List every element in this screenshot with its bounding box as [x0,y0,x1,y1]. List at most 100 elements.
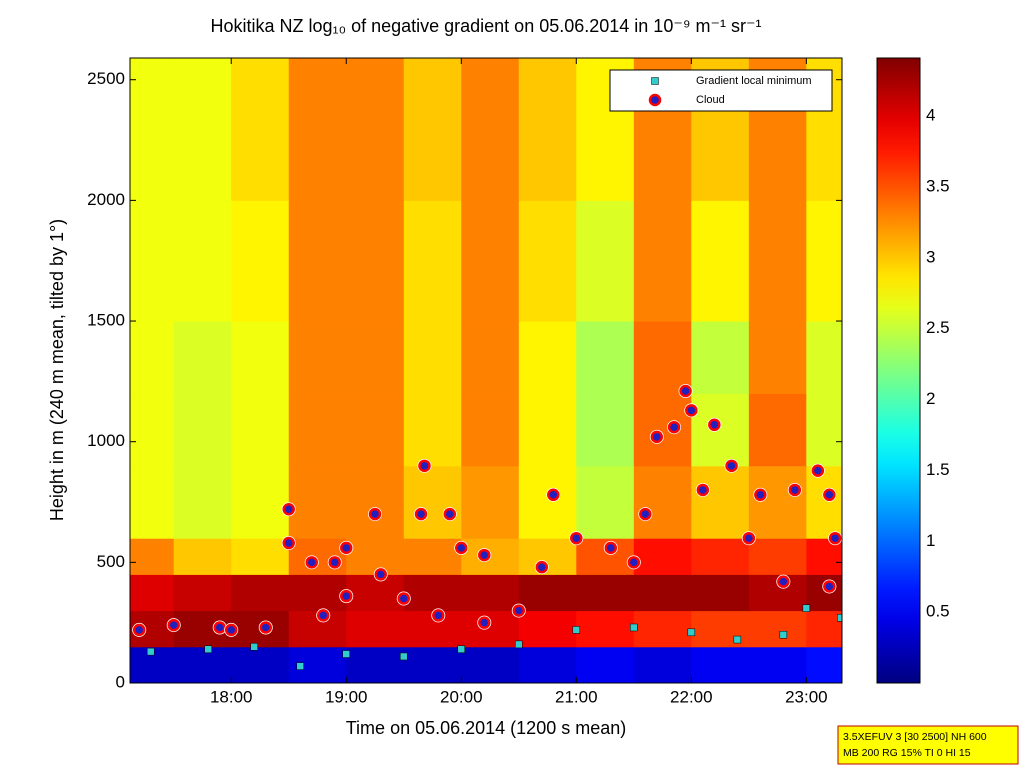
heatmap-cell [346,538,405,575]
heatmap-cell [403,321,462,394]
heatmap-cell [130,321,175,394]
heatmap-cell [691,465,750,539]
heatmap-cell [633,200,692,322]
marker-square [342,650,350,658]
marker-circle [777,575,790,588]
x-tick-label: 22:00 [670,687,713,706]
marker-circle [685,404,698,417]
colorbar-tick-label: 3 [926,247,935,266]
x-tick-label: 20:00 [440,687,483,706]
heatmap-cell [461,393,520,467]
heatmap-cell [403,200,462,322]
marker-circle [742,531,756,545]
heatmap-cell [346,574,405,612]
heatmap-cell [806,200,842,322]
annotation-line: MB 200 RG 15% TI 0 HI 15 [843,747,971,759]
marker-square [296,662,304,670]
marker-circle [650,430,664,444]
heatmap-cell [518,610,577,648]
heatmap-cell [633,574,692,612]
heatmap-cell [346,393,405,467]
heatmap-cell [173,321,232,394]
heatmap-cell [806,465,842,539]
heatmap-cell [748,321,807,394]
heatmap-cell [806,574,842,612]
heatmap-cell [748,646,807,683]
marker-circle [828,531,842,545]
heatmap-cell [403,393,462,467]
heatmap-cell [288,321,347,394]
heatmap-cell [231,393,290,467]
heatmap-cell [461,646,520,683]
heatmap-cell [748,465,807,539]
marker-circle [328,556,341,569]
marker-square [572,626,581,634]
heatmap-cell [346,321,405,394]
marker-circle [224,623,238,637]
markers [132,384,842,670]
marker-circle [316,609,330,622]
heatmap-cell [748,200,807,322]
y-tick-label: 1000 [87,431,125,450]
marker-circle [639,507,652,521]
marker-circle [823,488,836,502]
heatmap-cell [288,58,347,201]
heatmap-cell [461,200,520,322]
chart-title: Hokitika NZ log₁₀ of negative gradient o… [210,16,761,36]
heatmap-cell [231,321,290,394]
heatmap-cell [748,538,807,575]
marker-circle [443,507,457,521]
marker-circle [512,604,526,617]
heatmap-cell [633,610,692,648]
marker-circle [627,556,641,569]
heatmap-cell [748,393,807,467]
heatmap-cell [806,646,842,683]
colorbar-tick-label: 4 [926,106,935,125]
heatmap-cell [806,321,842,394]
heatmap-cell [691,200,750,322]
heatmap-cell [576,321,635,394]
marker-circle [259,621,272,634]
heatmap-cell [231,200,290,322]
marker-circle [604,541,618,555]
marker-circle [305,556,318,569]
y-tick-label: 2500 [87,69,125,88]
marker-circle [397,592,411,605]
marker-circle [167,618,180,632]
heatmap-cell [576,465,635,539]
heatmap-cell [461,574,520,612]
heatmap-cell [130,574,175,612]
heatmap-cell [576,200,635,322]
marker-circle [648,93,662,107]
marker-circle [368,507,382,521]
heatmap-cell [130,465,175,539]
heatmap-cell [691,393,750,467]
marker-square [630,623,638,632]
heatmap-cell [403,538,462,575]
heatmap-cell [231,58,290,201]
colorbar-tick-label: 0.5 [926,602,950,621]
heatmap-cell [461,58,520,201]
heatmap-cell [461,465,520,539]
marker-circle [478,616,491,629]
heatmap-cell [231,646,290,683]
marker-circle [788,483,802,497]
y-tick-label: 1500 [87,311,125,330]
marker-square [651,77,659,85]
y-tick-label: 0 [116,672,125,691]
marker-circle [213,621,226,634]
marker-circle [708,418,721,432]
marker-circle [478,548,491,562]
legend-label: Gradient local minimum [696,75,812,87]
marker-circle [679,384,692,398]
x-axis-label: Time on 05.06.2014 (1200 s mean) [346,718,627,738]
heatmap-cell [576,646,635,683]
marker-circle [725,459,738,473]
heatmap-cell [173,58,232,201]
heatmap-cell [346,610,405,648]
heatmap-cell [173,646,232,683]
heatmap-cell [130,538,175,575]
marker-square [733,635,742,644]
annotation-line: 3.5XEFUV 3 [30 2500] NH 600 [843,731,987,743]
marker-square [146,647,155,656]
